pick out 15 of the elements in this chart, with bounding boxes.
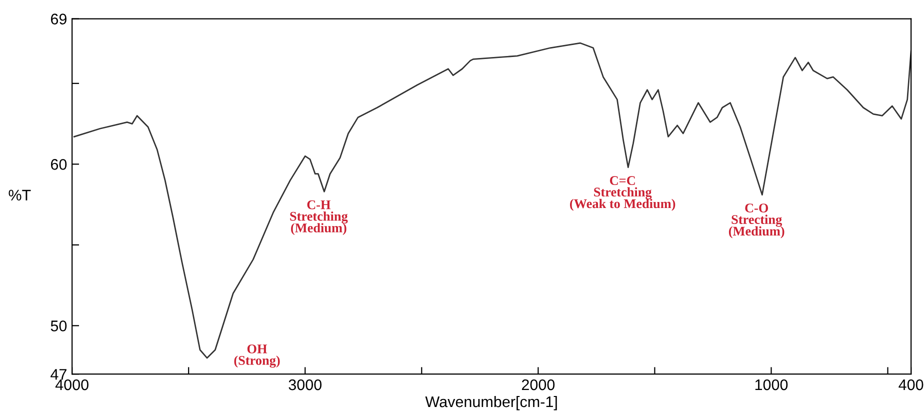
x-tick-label: 2000	[522, 379, 555, 390]
x-axis-title: Wavenumber[cm-1]	[425, 396, 557, 410]
y-tick-label: 47	[50, 369, 66, 380]
annotation: OH (Strong)	[234, 344, 280, 368]
x-tick-label: 1000	[755, 379, 788, 390]
annotation: C-O Strecting (Medium)	[728, 204, 784, 238]
y-tick-label: 69	[50, 14, 66, 24]
x-tick-label: 400	[898, 379, 924, 390]
annotation: C=C Stretching (Weak to Medium)	[570, 176, 676, 211]
y-axis-title: %T	[8, 190, 31, 200]
annotation: C-H Stretching (Medium)	[290, 200, 348, 236]
y-tick-label: 50	[50, 320, 67, 332]
y-tick-label: 60	[50, 159, 67, 170]
x-tick-label: 3000	[288, 379, 322, 390]
x-tick-label: 4000	[55, 379, 88, 390]
